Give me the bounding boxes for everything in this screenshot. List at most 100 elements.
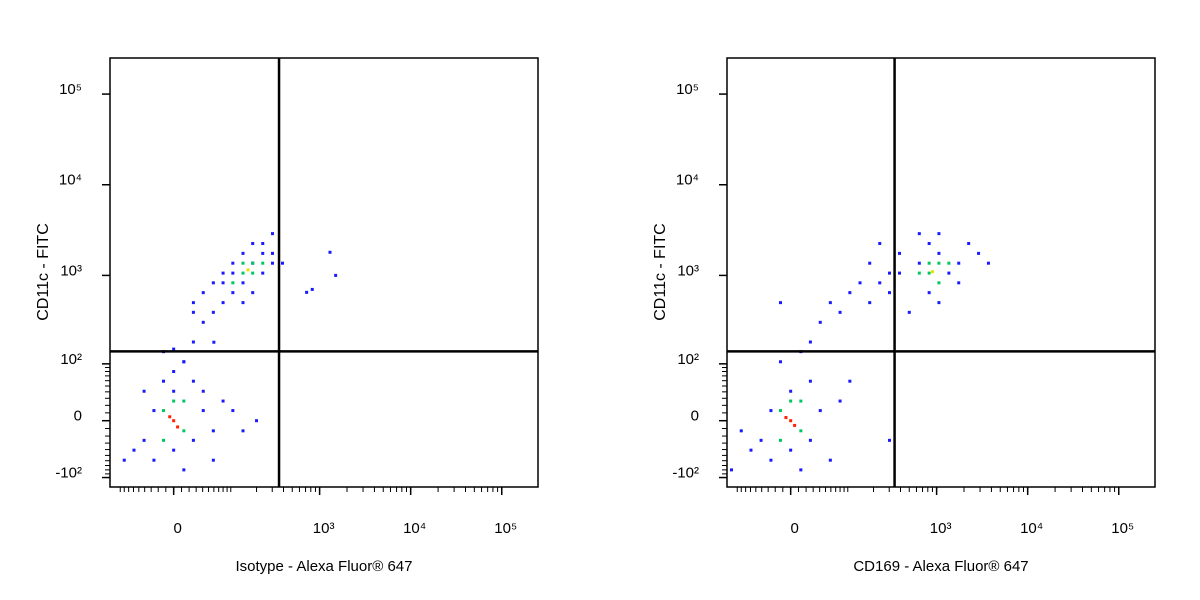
- event-dot: [749, 448, 753, 452]
- event-dot: [927, 291, 931, 295]
- y-tick-label: 10⁵: [59, 81, 82, 98]
- event-dot: [986, 261, 990, 265]
- event-dot: [172, 399, 176, 403]
- event-dot: [878, 281, 882, 285]
- event-dot: [201, 409, 205, 413]
- event-dot: [769, 458, 773, 462]
- event-dot: [241, 261, 245, 265]
- event-dot: [887, 291, 891, 295]
- event-dot: [868, 261, 872, 265]
- event-dot: [231, 271, 235, 275]
- y-tick-label: 10³: [60, 262, 82, 279]
- event-dot: [270, 232, 274, 236]
- event-dot: [122, 458, 126, 462]
- event-dot: [868, 301, 872, 305]
- event-dot: [251, 291, 255, 295]
- event-dot: [937, 281, 941, 285]
- event-dot: [310, 287, 314, 291]
- event-dot: [211, 310, 215, 314]
- event-dot: [251, 271, 255, 275]
- event-dot: [917, 271, 921, 275]
- y-tick-label: -10²: [55, 465, 82, 482]
- event-dot: [898, 251, 902, 255]
- event-dot: [182, 360, 186, 364]
- event-dot: [778, 438, 782, 442]
- x-tick-label: 10⁴: [403, 520, 426, 537]
- event-dot: [221, 281, 225, 285]
- event-dot: [808, 340, 812, 344]
- plot-frame: [726, 57, 1156, 488]
- event-dot: [799, 429, 803, 433]
- event-dot: [808, 379, 812, 383]
- event-dot: [334, 273, 338, 277]
- event-dot: [201, 291, 205, 295]
- event-dot: [927, 241, 931, 245]
- event-dot: [221, 301, 225, 305]
- event-dot: [947, 271, 951, 275]
- event-dot: [789, 399, 793, 403]
- event-dot: [176, 425, 180, 429]
- x-tick-label: 10⁴: [1020, 520, 1043, 537]
- event-dot: [789, 419, 793, 423]
- event-dot: [241, 429, 245, 433]
- event-dot: [191, 301, 195, 305]
- event-dot: [172, 389, 176, 393]
- event-dot: [142, 389, 146, 393]
- event-dot: [241, 251, 245, 255]
- event-dot: [241, 301, 245, 305]
- event-dot: [838, 399, 842, 403]
- event-dot: [152, 409, 156, 413]
- event-dot: [142, 438, 146, 442]
- x-tick-label: 0: [173, 520, 181, 537]
- y-tick-label: 0: [74, 408, 82, 425]
- event-dot: [231, 291, 235, 295]
- event-dot: [212, 340, 216, 344]
- event-dot: [898, 271, 902, 275]
- event-dot: [789, 448, 793, 452]
- event-dot: [937, 261, 941, 265]
- event-dot: [182, 468, 186, 472]
- y-tick-label: 10⁴: [59, 172, 82, 189]
- event-dot: [937, 301, 941, 305]
- event-dot: [887, 271, 891, 275]
- x-tick-label: 10³: [930, 520, 952, 537]
- y-tick-label: -10²: [672, 465, 699, 482]
- event-dot: [201, 389, 205, 393]
- event-dot: [769, 409, 773, 413]
- event-dot: [977, 251, 981, 255]
- event-dot: [168, 415, 172, 419]
- event-dot: [778, 360, 782, 364]
- event-dot: [241, 271, 245, 275]
- x-axis-label: CD169 - Alexa Fluor® 647: [853, 558, 1028, 575]
- event-dot: [848, 379, 852, 383]
- x-tick-label: 10³: [313, 520, 335, 537]
- event-dot: [261, 241, 265, 245]
- event-dot: [927, 261, 931, 265]
- event-dot: [182, 399, 186, 403]
- event-dot: [907, 310, 911, 314]
- x-tick-label: 0: [790, 520, 798, 537]
- event-dot: [937, 232, 941, 236]
- y-tick-label: 10³: [677, 262, 699, 279]
- event-dot: [152, 458, 156, 462]
- event-dot: [161, 379, 165, 383]
- event-dot: [917, 261, 921, 265]
- event-dot: [211, 281, 215, 285]
- event-dot: [261, 251, 265, 255]
- event-dot: [937, 251, 941, 255]
- event-dot: [887, 438, 891, 442]
- event-dot: [818, 409, 822, 413]
- event-dot: [848, 291, 852, 295]
- event-dot: [784, 416, 788, 420]
- event-dot: [828, 301, 832, 305]
- event-dot: [305, 290, 309, 294]
- event-dot: [799, 399, 803, 403]
- event-dot: [799, 468, 803, 472]
- event-dot: [191, 340, 195, 344]
- x-axis-label: Isotype - Alexa Fluor® 647: [236, 558, 413, 575]
- event-dot: [778, 301, 782, 305]
- event-dot: [132, 448, 136, 452]
- event-dot: [172, 448, 176, 452]
- event-dot: [251, 261, 255, 265]
